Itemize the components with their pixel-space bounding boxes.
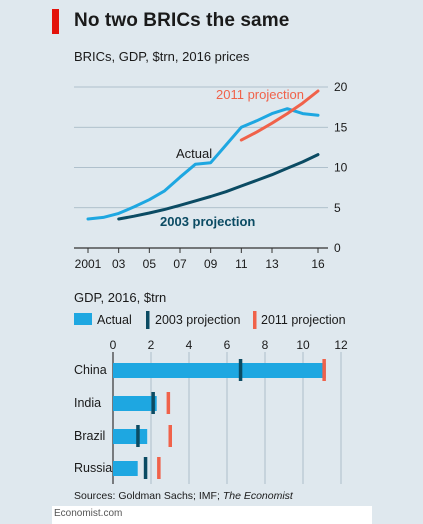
line-y-tick-label: 0 [334, 241, 341, 255]
line-x-tick-label: 09 [204, 257, 218, 271]
line-x-tick-label: 03 [112, 257, 126, 271]
line-y-tick-label: 20 [334, 80, 348, 94]
sources-publication: The Economist [222, 490, 293, 502]
bar-x-tick-label: 2 [148, 338, 155, 352]
line-x-tick-label: 07 [173, 257, 187, 271]
line-y-tick-label: 5 [334, 201, 341, 215]
legend-label-2011: 2011 projection [261, 313, 346, 327]
bar-x-tick-label: 12 [334, 338, 348, 352]
bar-marker-2003 [151, 392, 155, 414]
bar-category-label: Brazil [74, 429, 105, 443]
bar-actual [113, 396, 157, 411]
line-x-tick-label: 11 [235, 257, 248, 271]
bar-actual [113, 363, 326, 378]
legend-swatch-actual [74, 313, 92, 325]
bar-chart-title: GDP, 2016, $trn [74, 290, 167, 305]
footer-strip [52, 506, 372, 524]
line-series-proj2011 [239, 89, 320, 142]
sources-note: Sources: Goldman Sachs; IMF; The Economi… [74, 490, 293, 502]
line-chart-title: BRICs, GDP, $trn, 2016 prices [74, 49, 250, 64]
legend-label-actual: Actual [97, 313, 132, 327]
bar-marker-2011 [157, 457, 161, 479]
bar-actual [113, 461, 138, 476]
bar-marker-2003 [136, 425, 140, 447]
line-label-2003: 2003 projection [160, 214, 255, 229]
line-y-tick-label: 10 [334, 161, 348, 175]
line-x-tick-label: 13 [265, 257, 279, 271]
line-y-tick-label: 15 [334, 120, 348, 134]
bar-x-tick-label: 0 [110, 338, 117, 352]
line-x-tick-label: 16 [311, 257, 325, 271]
bar-x-tick-label: 10 [296, 338, 310, 352]
line-series-proj2003 [117, 153, 320, 221]
bar-marker-2011 [322, 359, 326, 381]
sources-prefix: Sources: Goldman Sachs; IMF; [74, 490, 223, 502]
bar-category-label: India [74, 396, 101, 410]
legend-label-2003: 2003 projection [155, 313, 241, 327]
bar-marker-2011 [168, 425, 172, 447]
bar-category-label: Russia [74, 461, 112, 475]
line-x-tick-label: 2001 [75, 257, 102, 271]
accent-bar [52, 9, 59, 34]
line-label-actual: Actual [176, 146, 212, 161]
bar-x-tick-label: 4 [186, 338, 193, 352]
legend-swatch-2003 [146, 311, 150, 329]
line-series-actual [86, 107, 320, 221]
page-title: No two BRICs the same [74, 10, 290, 31]
footer-credit: Economist.com [54, 508, 123, 519]
bar-marker-2003 [143, 457, 148, 479]
bar-x-tick-label: 8 [262, 338, 269, 352]
bar-x-tick-label: 6 [224, 338, 231, 352]
bar-category-label: China [74, 363, 107, 377]
bar-marker-2003 [238, 359, 243, 381]
bar-marker-2011 [166, 392, 171, 414]
bar-actual [113, 429, 148, 444]
line-x-tick-label: 05 [143, 257, 157, 271]
legend-swatch-2011 [253, 311, 257, 329]
line-label-2011: 2011 projection [216, 87, 304, 102]
